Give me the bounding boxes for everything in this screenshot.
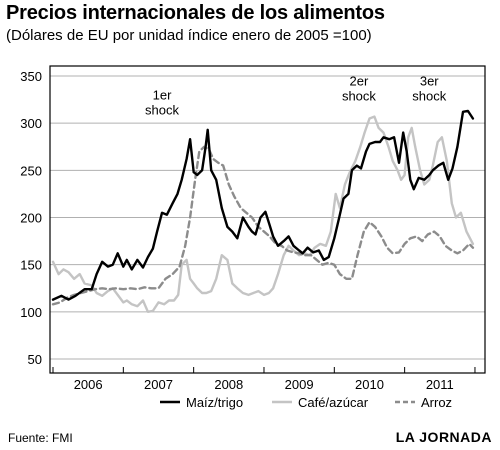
x-tick-label-2011: 2011	[426, 377, 454, 392]
source-note: Fuente: FMI	[8, 431, 73, 445]
x-tick-label-2007: 2007	[144, 377, 173, 392]
legend: Maíz/trigo Café/azúcar Arroz	[160, 395, 452, 410]
annotation-3-line-2: shock	[412, 88, 446, 103]
annotation-1-line-1: 1er	[153, 88, 172, 103]
annotation-2-line-1: 2er	[350, 73, 369, 88]
y-tick-label-50: 50	[28, 352, 42, 367]
annotation-1: 1er shock	[145, 88, 179, 118]
legend-label-2: Arroz	[421, 395, 452, 410]
series-line-arroz	[51, 145, 475, 306]
axis-labels: 50 100 150 200 250 300 350 2006 2007 2008 2009 2010…	[20, 69, 453, 392]
plot-frame	[49, 65, 486, 374]
x-tick-label-2008: 2008	[214, 377, 243, 392]
brand-logo-text: LA JORNADA	[395, 429, 492, 445]
annotation-2-line-2: shock	[342, 88, 376, 103]
legend-label-0: Maíz/trigo	[186, 395, 243, 410]
legend-label-1: Café/azúcar	[298, 395, 369, 410]
chart-subtitle: (Dólares de EU por unidad índice enero d…	[6, 27, 372, 44]
annotation-3-line-1: 3er	[420, 73, 439, 88]
annotation-1-line-2: shock	[145, 103, 179, 118]
x-tick-label-2010: 2010	[355, 377, 384, 392]
x-tick-label-2006: 2006	[74, 377, 103, 392]
x-tick-label-2009: 2009	[285, 377, 314, 392]
y-tick-label-300: 300	[20, 116, 42, 131]
chart-title: Precios internacionales de los alimentos	[6, 2, 385, 24]
y-tick-label-350: 350	[20, 69, 42, 84]
y-tick-label-250: 250	[20, 163, 42, 178]
series-lines	[51, 109, 475, 313]
series-line-maiz-trigo	[51, 109, 475, 301]
y-tick-label-100: 100	[20, 305, 42, 320]
annotation-3: 3er shock	[412, 73, 446, 103]
y-tick-label-200: 200	[20, 211, 42, 226]
plot-border	[49, 65, 486, 374]
y-tick-label-150: 150	[20, 258, 42, 273]
annotation-2: 2er shock	[342, 73, 376, 103]
